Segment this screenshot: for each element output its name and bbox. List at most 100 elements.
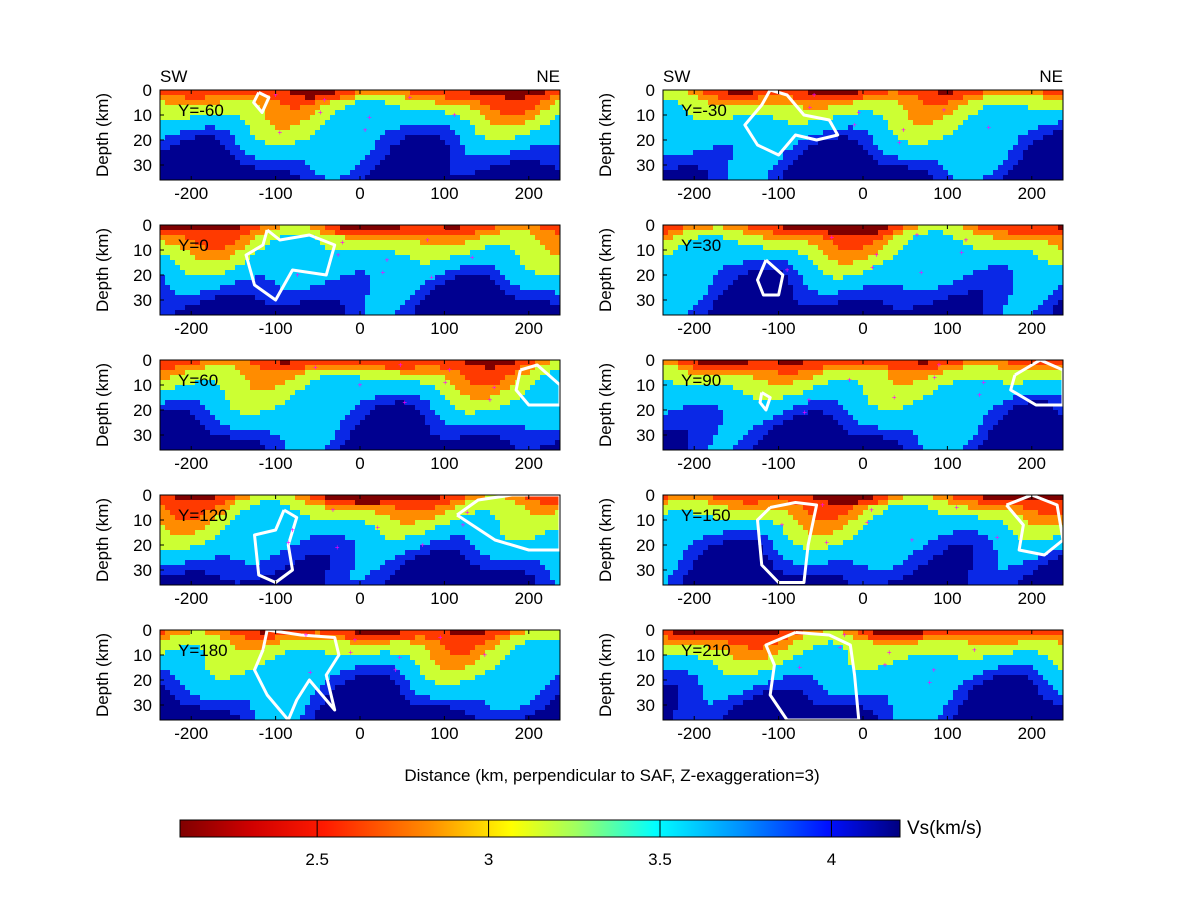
vs-cell (395, 270, 401, 276)
vs-cell (1043, 170, 1049, 176)
vs-cell (340, 285, 346, 291)
vs-cell (673, 150, 679, 156)
vs-cell (390, 285, 396, 291)
vs-cell (525, 295, 531, 301)
vs-cell (753, 290, 759, 296)
vs-cell (983, 155, 989, 161)
vs-cell (1038, 170, 1044, 176)
vs-cell (768, 145, 774, 151)
vs-cell (270, 285, 276, 291)
vs-cell (405, 95, 411, 101)
vs-cell (525, 280, 531, 286)
vs-cell (405, 300, 411, 306)
vs-cell (893, 160, 899, 166)
vs-cell (1003, 115, 1009, 121)
vs-cell (455, 310, 461, 316)
vs-cell (220, 145, 226, 151)
vs-cell (1048, 130, 1054, 136)
vs-cell (848, 100, 854, 106)
vs-cell (295, 110, 301, 116)
vs-cell (185, 175, 191, 181)
vs-cell (863, 165, 869, 171)
vs-cell (525, 125, 531, 131)
vs-cell (450, 150, 456, 156)
vs-cell (1033, 115, 1039, 121)
vs-cell (245, 305, 251, 311)
vs-cell (983, 160, 989, 166)
vs-cell (210, 245, 216, 251)
vs-cell (365, 255, 371, 261)
vs-cell (230, 155, 236, 161)
vs-cell (943, 145, 949, 151)
vs-cell (540, 240, 546, 246)
vs-cell (723, 115, 729, 121)
vs-cell (728, 130, 734, 136)
vs-cell (470, 115, 476, 121)
vs-cell (525, 170, 531, 176)
vs-cell (470, 125, 476, 131)
vs-cell (320, 245, 326, 251)
vs-cell (713, 95, 719, 101)
vs-cell (470, 100, 476, 106)
vs-cell (943, 90, 949, 96)
vs-cell (345, 95, 351, 101)
vs-cell (440, 170, 446, 176)
vs-cell (778, 125, 784, 131)
vs-cell (455, 125, 461, 131)
vs-cell (435, 290, 441, 296)
vs-cell (858, 90, 864, 96)
vs-cell (190, 135, 196, 141)
vs-cell (768, 240, 774, 246)
vs-cell (973, 95, 979, 101)
vs-cell (440, 300, 446, 306)
vs-cell (520, 130, 526, 136)
vs-cell (843, 115, 849, 121)
vs-cell (220, 115, 226, 121)
vs-cell (723, 120, 729, 126)
vs-cell (365, 150, 371, 156)
vs-cell (783, 130, 789, 136)
vs-cell (175, 115, 181, 121)
vs-cell (550, 155, 556, 161)
vs-cell (340, 255, 346, 261)
vs-cell (723, 280, 729, 286)
vs-cell (698, 255, 704, 261)
vs-cell (833, 135, 839, 141)
vs-cell (385, 150, 391, 156)
vs-cell (285, 110, 291, 116)
vs-cell (688, 120, 694, 126)
vs-cell (390, 115, 396, 121)
vs-cell (798, 275, 804, 281)
vs-cell (818, 255, 824, 261)
vs-cell (813, 155, 819, 161)
vs-cell (175, 270, 181, 276)
vs-cell (1033, 165, 1039, 171)
vs-cell (345, 260, 351, 266)
vs-cell (773, 245, 779, 251)
vs-cell (763, 275, 769, 281)
vs-cell (753, 255, 759, 261)
vs-cell (450, 110, 456, 116)
vs-cell (963, 120, 969, 126)
vs-cell (808, 285, 814, 291)
vs-cell (545, 125, 551, 131)
vs-cell (205, 145, 211, 151)
vs-cell (395, 250, 401, 256)
vs-cell (758, 95, 764, 101)
vs-cell (983, 110, 989, 116)
vs-cell (848, 160, 854, 166)
vs-cell (678, 145, 684, 151)
vs-cell (688, 130, 694, 136)
vs-cell (275, 260, 281, 266)
vs-cell (240, 265, 246, 271)
vs-cell (305, 115, 311, 121)
vs-cell (230, 145, 236, 151)
vs-cell (908, 125, 914, 131)
vs-cell (375, 140, 381, 146)
vs-cell (823, 110, 829, 116)
vs-cell (405, 280, 411, 286)
vs-cell (165, 110, 171, 116)
vs-cell (180, 175, 186, 181)
vs-cell (225, 230, 231, 236)
vs-cell (918, 90, 924, 96)
